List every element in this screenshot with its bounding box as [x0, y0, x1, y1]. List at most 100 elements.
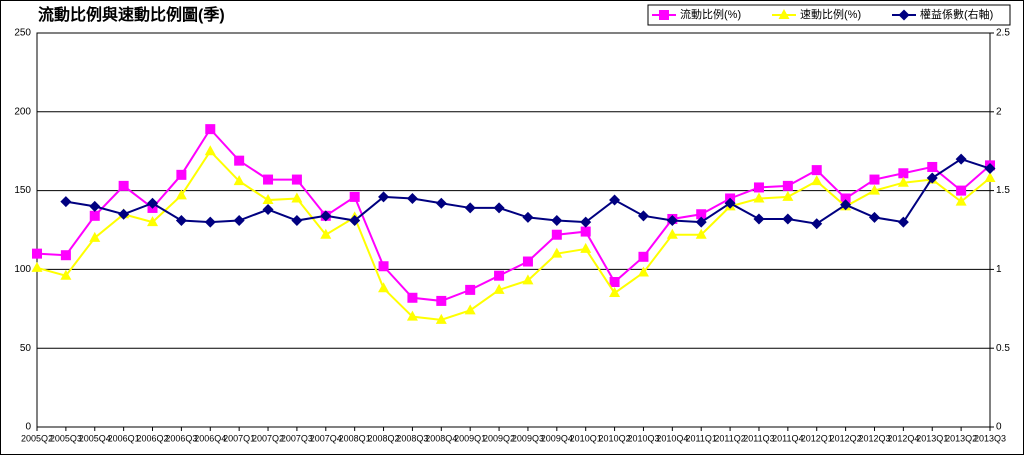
marker: [465, 284, 476, 295]
y-tick-label: 100: [14, 264, 31, 275]
marker: [493, 202, 505, 214]
legend-box: [647, 4, 1011, 26]
x-tick-label: 2012Q3: [858, 433, 890, 443]
marker: [898, 168, 909, 179]
marker: [609, 287, 621, 298]
marker: [868, 184, 880, 195]
marker: [204, 216, 216, 228]
marker: [205, 124, 216, 135]
marker: [60, 250, 71, 261]
marker: [175, 215, 187, 227]
marker: [494, 270, 505, 281]
marker: [782, 190, 794, 201]
x-tick-label: 2010Q1: [570, 433, 602, 443]
marker: [753, 192, 765, 203]
x-tick-label: 2008Q4: [425, 433, 457, 443]
legend-label: 權益係數(右軸): [920, 7, 993, 21]
marker: [897, 176, 909, 187]
marker: [753, 213, 765, 225]
marker: [551, 229, 562, 240]
x-tick-label: 2013Q3: [974, 433, 1006, 443]
marker: [811, 218, 823, 230]
series-line: [36, 127, 991, 302]
marker: [493, 283, 505, 294]
x-tick-label: 2009Q1: [454, 433, 486, 443]
marker: [89, 200, 101, 212]
marker: [984, 171, 996, 182]
marker: [233, 175, 245, 186]
marker: [580, 242, 592, 253]
marker: [118, 208, 130, 220]
marker: [666, 215, 678, 227]
y2-tick-label: 1.5: [996, 185, 1010, 196]
marker: [522, 256, 533, 267]
marker: [840, 193, 851, 204]
series-line: [36, 149, 991, 321]
x-tick-label: 2011Q3: [743, 433, 774, 443]
x-tick-label: 2007Q3: [281, 433, 313, 443]
x-tick-label: 2007Q1: [223, 433, 255, 443]
marker: [263, 174, 274, 185]
marker: [696, 209, 707, 220]
marker: [89, 210, 100, 221]
marker: [147, 197, 159, 209]
marker: [551, 247, 563, 258]
marker: [609, 277, 620, 288]
x-tick-label: 2008Q2: [368, 433, 400, 443]
marker: [956, 185, 967, 196]
x-tick-label: 2006Q2: [136, 433, 168, 443]
marker: [522, 274, 534, 285]
marker: [609, 194, 621, 206]
marker: [31, 261, 43, 272]
x-tick-label: 2009Q4: [541, 433, 573, 443]
marker: [320, 210, 332, 222]
marker: [435, 197, 447, 209]
marker: [436, 295, 447, 306]
x-tick-label: 2006Q3: [165, 433, 197, 443]
marker: [464, 202, 476, 214]
marker: [898, 9, 910, 21]
x-tick-label: 2013Q1: [916, 433, 948, 443]
x-tick-label: 2010Q2: [599, 433, 631, 443]
marker: [637, 210, 649, 222]
marker: [262, 204, 274, 216]
marker: [782, 213, 794, 225]
marker: [378, 191, 390, 203]
marker: [782, 180, 793, 191]
x-tick-label: 2010Q4: [656, 433, 688, 443]
x-tick-label: 2010Q3: [627, 433, 659, 443]
marker: [659, 10, 669, 20]
y-tick-label: 0: [25, 422, 31, 433]
marker: [869, 174, 880, 185]
marker: [291, 174, 302, 185]
marker: [60, 196, 72, 208]
marker: [349, 191, 360, 202]
x-tick-label: 2007Q2: [252, 433, 284, 443]
y-tick-label: 50: [20, 343, 32, 354]
x-tick-label: 2007Q4: [310, 433, 342, 443]
x-tick-label: 2006Q4: [194, 433, 226, 443]
marker: [666, 228, 678, 239]
marker: [637, 266, 649, 277]
marker: [147, 216, 159, 227]
marker: [378, 282, 390, 293]
marker: [580, 216, 592, 228]
marker: [204, 145, 216, 156]
marker: [984, 163, 996, 175]
marker: [522, 211, 534, 223]
marker: [724, 197, 736, 209]
y2-tick-label: 0.5: [996, 343, 1010, 354]
x-tick-label: 2011Q4: [772, 433, 803, 443]
marker: [638, 251, 649, 262]
x-tick-label: 2012Q2: [830, 433, 862, 443]
marker: [753, 182, 764, 193]
marker: [840, 199, 852, 211]
marker: [234, 155, 245, 166]
x-tick-label: 2008Q1: [339, 433, 371, 443]
x-tick-label: 2011Q2: [714, 433, 745, 443]
marker: [868, 211, 880, 223]
marker: [89, 231, 101, 242]
y2-tick-label: 2.5: [996, 28, 1010, 39]
